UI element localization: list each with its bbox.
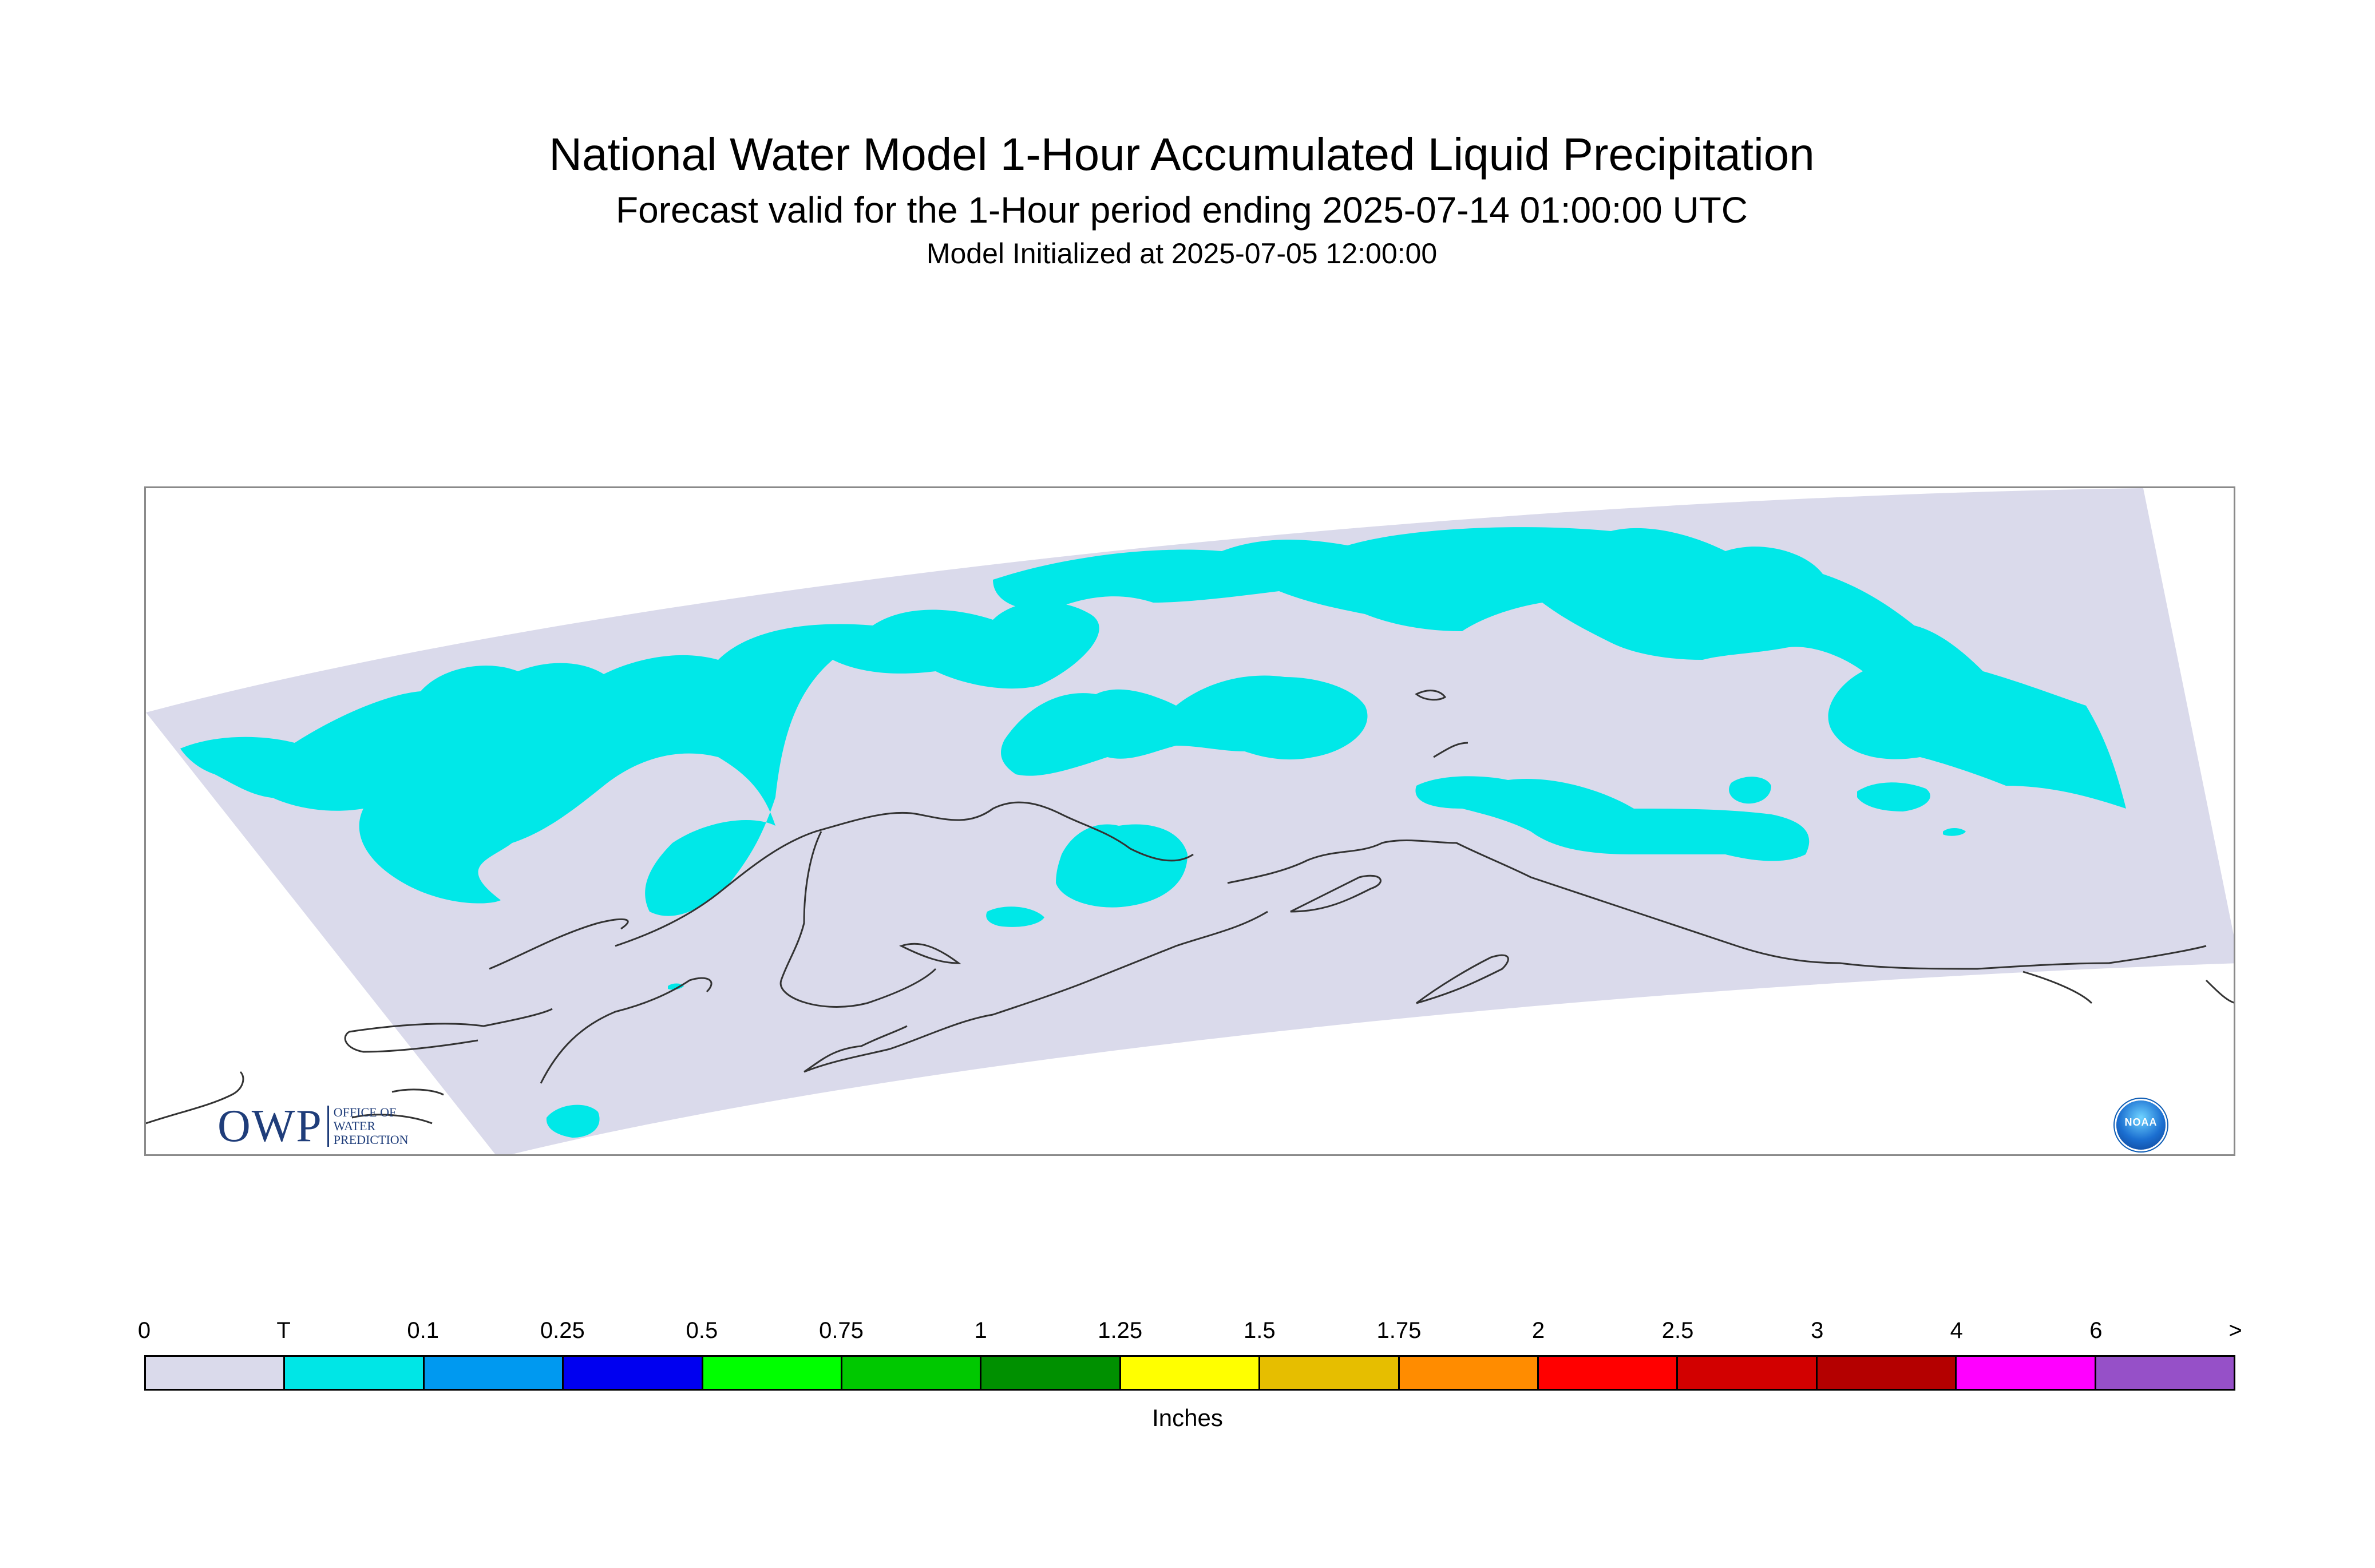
colorbar-segment: [842, 1357, 982, 1389]
coastline: [899, 943, 961, 964]
colorbar-segment: [285, 1357, 425, 1389]
coastline: [2022, 971, 2093, 1004]
colorbar: [144, 1355, 2235, 1391]
colorbar-tick-label: 1.75: [1376, 1318, 1422, 1343]
coastline: [540, 977, 712, 1084]
coastline: [779, 831, 937, 1008]
colorbar-segment: [1260, 1357, 1400, 1389]
trace-area: [180, 601, 1099, 916]
owp-logo-mark: OWP: [217, 1100, 323, 1151]
colorbar-tick-labels: 0 T 0.1 0.25 0.5 0.75 1 1.25 1.5 1.75 2 2.5 3 4 6 >: [138, 1316, 2242, 1351]
trace-area: [668, 983, 684, 990]
owp-logo-text: OFFICE OF WATER PREDICTION: [327, 1106, 409, 1147]
trace-area: [1729, 777, 1771, 804]
coastline: [1227, 840, 2207, 970]
chart-title: National Water Model 1-Hour Accumulated …: [549, 129, 1815, 180]
colorbar-segment: [1399, 1357, 1539, 1389]
colorbar-tick-label: 1.25: [1098, 1318, 1143, 1343]
colorbar-tick-label: 0.5: [686, 1318, 718, 1343]
trace-area: [993, 527, 2126, 809]
trace-area: [1415, 776, 1810, 861]
colorbar-segment: [981, 1357, 1121, 1389]
trace-area: [1056, 824, 1188, 908]
coastline: [391, 1088, 444, 1096]
coastline: [803, 1025, 908, 1073]
coastline: [349, 1008, 553, 1033]
trace-precip-areas: [180, 527, 2126, 1138]
owp-logo-line: PREDICTION: [333, 1133, 409, 1147]
colorbar-segment: [1678, 1357, 1818, 1389]
colorbar-tick-label: 0.1: [407, 1318, 439, 1343]
coastline: [615, 801, 1194, 947]
colorbar-tick-label: 2.5: [1661, 1318, 1694, 1343]
colorbar-tick-label: >: [2228, 1318, 2242, 1343]
colorbar-segment: [2096, 1357, 2234, 1389]
colorbar-segment: [1957, 1357, 2096, 1389]
colorbar-tick-label: 4: [1950, 1318, 1963, 1343]
owp-logo: OWP OFFICE OF WATER PREDICTION: [217, 1100, 409, 1152]
colorbar-tick-label: 2: [1531, 1318, 1545, 1343]
coastline: [146, 1071, 244, 1124]
coastlines: [146, 690, 2234, 1124]
trace-area: [1857, 782, 1930, 811]
colorbar-segment: [146, 1357, 286, 1389]
colorbar-tick-label: 3: [1811, 1318, 1824, 1343]
coastline: [803, 910, 1268, 1073]
colorbar-tick-label: T: [276, 1318, 291, 1343]
coastline: [1290, 874, 1382, 913]
map-panel: OWP OFFICE OF WATER PREDICTION NOAA: [144, 486, 2235, 1156]
colorbar-tick-label: 1.5: [1243, 1318, 1276, 1343]
colorbar-segment: [1121, 1357, 1261, 1389]
coastline: [1416, 954, 1509, 1004]
trace-area: [986, 906, 1044, 927]
chart-subtitle: Forecast valid for the 1-Hour period end…: [615, 189, 1748, 231]
colorbar-tick-label: 0.25: [540, 1318, 585, 1343]
model-init-label: Model Initialized at 2025-07-05 12:00:00: [926, 237, 1438, 270]
owp-logo-line: OFFICE OF: [333, 1105, 397, 1119]
map-svg: [146, 488, 2234, 1154]
colorbar-tick-label: 1: [974, 1318, 987, 1343]
colorbar-segment: [1539, 1357, 1679, 1389]
colorbar-tick-label: 0: [137, 1318, 151, 1343]
colorbar-tick-label: 0.75: [819, 1318, 864, 1343]
colorbar-segment: [1817, 1357, 1957, 1389]
colorbar-segment: [424, 1357, 564, 1389]
noaa-logo-text: NOAA: [2124, 1116, 2158, 1128]
colorbar-segment: [703, 1357, 843, 1389]
trace-area: [1943, 828, 1966, 836]
coastline: [489, 918, 629, 970]
coastline: [2205, 979, 2234, 1004]
coastline: [344, 1031, 478, 1053]
noaa-logo: NOAA: [2116, 1100, 2166, 1150]
trace-area: [546, 1104, 600, 1138]
coastline: [1415, 690, 1447, 701]
owp-logo-line: WATER: [333, 1119, 376, 1133]
trace-area: [1001, 675, 1368, 776]
colorbar-segment: [564, 1357, 703, 1389]
coastline: [1433, 742, 1468, 758]
coastline: [351, 1114, 433, 1124]
colorbar-units-label: Inches: [1152, 1404, 1223, 1431]
colorbar-tick-label: 6: [2089, 1318, 2103, 1343]
